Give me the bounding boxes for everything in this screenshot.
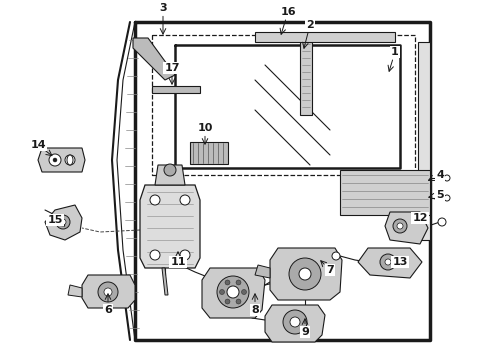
Text: 10: 10 — [197, 123, 213, 133]
Circle shape — [180, 250, 190, 260]
Text: 6: 6 — [104, 305, 112, 315]
Circle shape — [150, 250, 160, 260]
Polygon shape — [152, 86, 200, 93]
Text: 12: 12 — [412, 213, 428, 223]
Text: 13: 13 — [392, 257, 408, 267]
Circle shape — [242, 289, 246, 294]
Polygon shape — [265, 305, 325, 342]
Text: 9: 9 — [301, 327, 309, 337]
Circle shape — [180, 195, 190, 205]
Text: 15: 15 — [48, 215, 63, 225]
Text: 3: 3 — [159, 3, 167, 13]
Circle shape — [65, 155, 75, 165]
Circle shape — [60, 219, 66, 225]
Polygon shape — [162, 268, 168, 295]
Circle shape — [56, 215, 70, 229]
Circle shape — [385, 259, 391, 265]
Text: 7: 7 — [326, 265, 334, 275]
Circle shape — [444, 195, 450, 201]
Polygon shape — [140, 185, 200, 268]
Circle shape — [236, 280, 241, 285]
Text: 5: 5 — [436, 190, 444, 200]
Text: 1: 1 — [391, 47, 399, 57]
Circle shape — [444, 175, 450, 181]
Circle shape — [397, 223, 403, 229]
Circle shape — [220, 289, 224, 294]
Polygon shape — [38, 148, 85, 172]
Polygon shape — [82, 275, 135, 308]
Polygon shape — [68, 285, 82, 297]
Polygon shape — [133, 38, 175, 80]
Text: 16: 16 — [280, 7, 296, 17]
Circle shape — [393, 219, 407, 233]
Polygon shape — [255, 32, 395, 42]
Polygon shape — [270, 248, 342, 300]
Text: 2: 2 — [306, 20, 314, 30]
Circle shape — [380, 254, 396, 270]
Text: 14: 14 — [30, 140, 46, 150]
Polygon shape — [385, 212, 428, 244]
Polygon shape — [358, 248, 422, 278]
Polygon shape — [155, 165, 185, 185]
Polygon shape — [255, 265, 270, 278]
Circle shape — [332, 252, 340, 260]
Circle shape — [217, 276, 249, 308]
Circle shape — [104, 288, 112, 296]
Circle shape — [299, 268, 311, 280]
Circle shape — [49, 154, 61, 166]
Ellipse shape — [67, 155, 73, 165]
Circle shape — [283, 310, 307, 334]
Circle shape — [227, 286, 239, 298]
Circle shape — [225, 280, 230, 285]
Text: 8: 8 — [251, 305, 259, 315]
Polygon shape — [45, 205, 82, 240]
Text: 4: 4 — [436, 170, 444, 180]
Bar — [190, 142, 228, 164]
Polygon shape — [340, 170, 430, 215]
Circle shape — [290, 317, 300, 327]
Circle shape — [53, 158, 57, 162]
Polygon shape — [202, 268, 265, 318]
Circle shape — [98, 282, 118, 302]
Circle shape — [438, 218, 446, 226]
Circle shape — [225, 299, 230, 304]
Circle shape — [164, 164, 176, 176]
Text: 11: 11 — [170, 257, 186, 267]
Polygon shape — [418, 42, 430, 240]
Polygon shape — [300, 38, 312, 115]
Circle shape — [236, 299, 241, 304]
Circle shape — [289, 258, 321, 290]
Circle shape — [150, 195, 160, 205]
Text: 17: 17 — [164, 63, 180, 73]
